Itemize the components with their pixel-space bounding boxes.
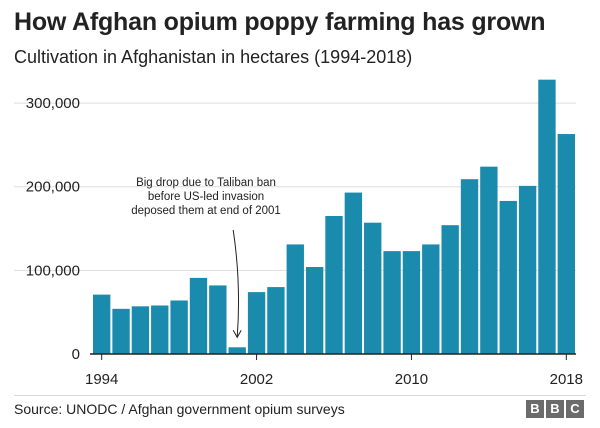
bbc-logo-letter: C	[566, 400, 584, 418]
bar	[131, 306, 150, 354]
bar	[441, 225, 459, 354]
annotation-arrowhead	[232, 330, 242, 339]
chart-subtitle: Cultivation in Afghanistan in hectares (…	[14, 47, 413, 67]
bar	[518, 185, 537, 354]
annotation-arrow	[232, 229, 240, 338]
y-tick-label: 100,000	[26, 262, 80, 279]
bar	[228, 347, 246, 354]
bar	[538, 79, 556, 354]
bar	[93, 294, 111, 354]
annotation-text: deposed them at end of 2001	[131, 205, 281, 217]
y-tick-label: 0	[72, 346, 80, 363]
bar	[480, 166, 498, 354]
bar-chart: 0 100,000 200,000 300,000 1994 2002 2010 2018 Bi…	[14, 79, 583, 388]
source-note: Source: UNODC / Afghan government opium …	[14, 401, 345, 417]
bbc-logo-letter: B	[526, 400, 544, 418]
bar	[499, 200, 517, 354]
y-tick-label: 200,000	[26, 179, 80, 196]
x-tick-label: 2018	[550, 371, 583, 388]
bar	[151, 305, 169, 354]
bar	[267, 287, 285, 354]
y-tick-label: 300,000	[26, 95, 80, 112]
bar	[247, 292, 266, 354]
footer-divider	[14, 395, 586, 396]
bbc-logo: B B C	[526, 400, 584, 418]
bar	[189, 277, 208, 354]
bar	[305, 267, 324, 354]
x-tick-label: 1994	[85, 371, 118, 388]
bar	[460, 179, 479, 354]
bar	[402, 251, 421, 354]
bar	[344, 192, 363, 354]
bar	[286, 244, 304, 354]
x-tick-label: 2010	[395, 371, 428, 388]
bar	[364, 222, 382, 354]
annotation-text: Big drop due to Taliban ban	[136, 177, 276, 189]
bar	[383, 251, 401, 354]
annotation-text: before US-led invasion	[148, 191, 264, 203]
bar	[422, 244, 440, 354]
bar	[557, 134, 575, 354]
bar	[112, 308, 130, 354]
x-tick-label: 2002	[240, 371, 273, 388]
bar	[170, 300, 188, 354]
bar	[209, 285, 227, 354]
bar	[325, 216, 343, 354]
chart-title: How Afghan opium poppy farming has grown	[14, 8, 546, 36]
bbc-logo-letter: B	[546, 400, 564, 418]
